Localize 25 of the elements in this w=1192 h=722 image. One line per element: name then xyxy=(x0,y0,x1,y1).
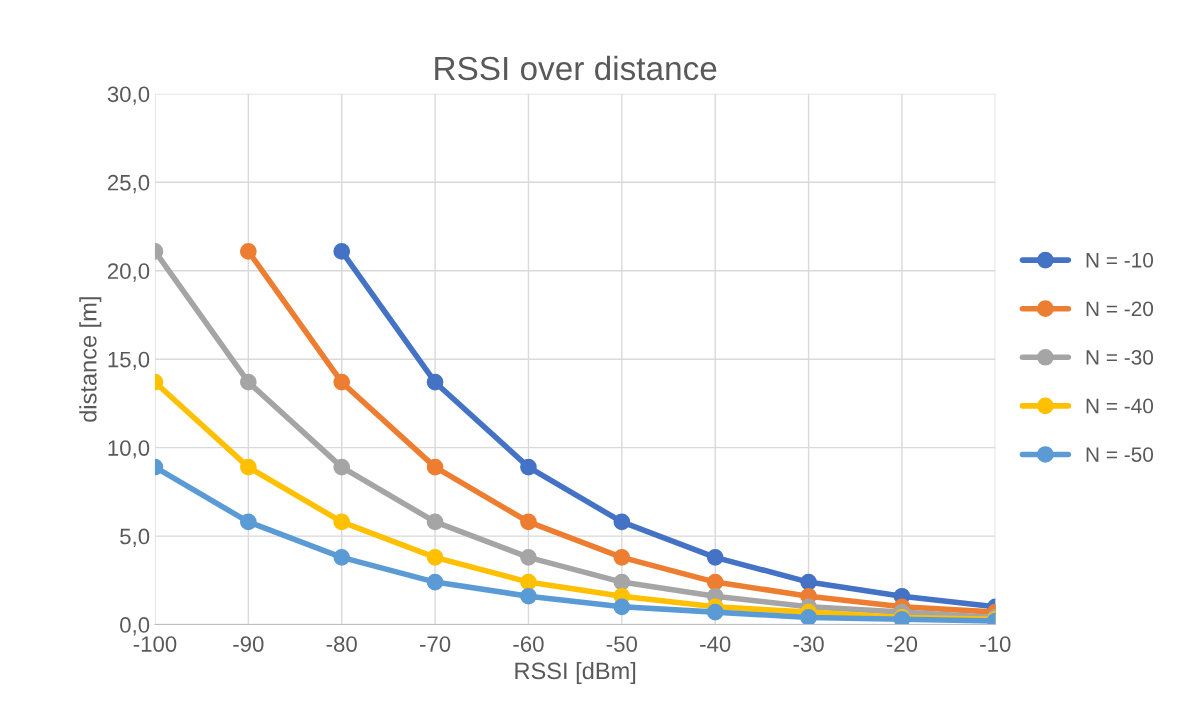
x-tick-label: -20 xyxy=(886,636,918,652)
legend-label: N = -50 xyxy=(1086,447,1154,462)
x-tick-label: -30 xyxy=(793,636,824,652)
y-tick-label: 30,0 xyxy=(107,86,150,105)
y-tick-label: 0,0 xyxy=(120,617,150,636)
x-tick-label: -80 xyxy=(326,636,357,652)
x-tick-label: -90 xyxy=(233,636,264,652)
x-tick-label: -60 xyxy=(513,636,544,652)
y-tick-label: 20,0 xyxy=(107,263,150,282)
legend-label: N = -40 xyxy=(1086,398,1154,414)
x-tick-label: -50 xyxy=(606,636,638,652)
legend-label: N = -30 xyxy=(1086,350,1154,365)
legend-label: N = -10 xyxy=(1086,252,1154,268)
x-axis-title: RSSI [dBm] xyxy=(515,661,636,684)
y-tick-label: 5,0 xyxy=(120,528,150,547)
y-axis-title: distance [m] xyxy=(79,297,102,422)
y-tick-label: 10,0 xyxy=(108,440,150,459)
x-tick-label: -100 xyxy=(133,636,177,652)
y-tick-label: 15,0 xyxy=(108,351,150,371)
x-tick-label: -10 xyxy=(980,636,1011,652)
x-tick-label: -40 xyxy=(700,636,731,652)
x-tick-label: -70 xyxy=(420,636,451,652)
chart-title: RSSI over distance xyxy=(435,55,717,81)
legend-label: N = -20 xyxy=(1086,301,1154,317)
y-tick-label: 25,0 xyxy=(107,174,150,194)
